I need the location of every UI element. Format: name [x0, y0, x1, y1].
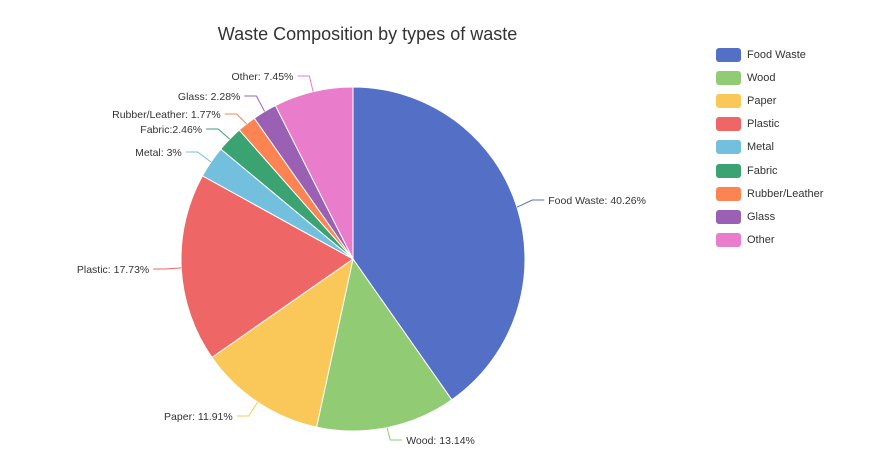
legend-label: Plastic: [747, 118, 780, 131]
legend-item-wood[interactable]: Wood: [716, 66, 823, 89]
data-label-metal: Metal: 3%: [135, 147, 182, 159]
legend-label: Glass: [747, 210, 776, 223]
leader-line-paper: [236, 401, 259, 417]
legend-swatch: [716, 186, 741, 201]
leader-line-food-waste: [516, 199, 545, 208]
legend-item-rubber-leather[interactable]: Rubber/Leather: [716, 182, 823, 205]
chart-title: Waste Composition by types of waste: [217, 24, 518, 44]
data-label-glass: Glass: 2.28%: [178, 91, 240, 103]
legend-swatch: [716, 233, 741, 248]
legend-swatch: [716, 47, 741, 62]
data-label-other: Other: 7.45%: [232, 71, 294, 83]
data-label-paper: Paper: 11.91%: [164, 411, 233, 423]
legend-swatch: [716, 163, 741, 178]
legend-swatch: [716, 70, 741, 85]
legend-swatch: [716, 209, 741, 224]
pie-slice-wood[interactable]: [315, 257, 453, 432]
data-label-rubber-leather: Rubber/Leather: 1.77%: [112, 109, 221, 121]
legend-label: Fabric: [747, 164, 778, 177]
leader-line-rubber-leather: [224, 113, 247, 125]
legend-item-food-waste[interactable]: Food Waste: [716, 43, 823, 66]
legend-item-glass[interactable]: Glass: [716, 205, 823, 228]
legend-label: Metal: [747, 141, 774, 154]
legend-item-fabric[interactable]: Fabric: [716, 159, 823, 182]
legend-label: Wood: [747, 71, 776, 84]
legend-label: Rubber/Leather: [747, 187, 824, 200]
legend-swatch: [716, 93, 741, 108]
data-label-wood: Wood: 13.14%: [406, 435, 475, 447]
legend-label: Other: [747, 234, 775, 247]
legend-swatch: [716, 140, 741, 155]
leader-line-fabric: [206, 128, 230, 140]
data-label-fabric: Fabric:2.46%: [140, 124, 202, 136]
leader-line-plastic: [153, 267, 182, 270]
data-label-food-waste: Food Waste: 40.26%: [548, 195, 646, 207]
leader-line-glass: [244, 95, 266, 112]
legend-item-paper[interactable]: Paper: [716, 89, 823, 112]
legend-item-plastic[interactable]: Plastic: [716, 113, 823, 136]
leader-line-wood: [386, 427, 403, 441]
legend-label: Food Waste: [747, 48, 806, 61]
pie-slice-food-waste[interactable]: [352, 86, 526, 401]
legend: Food Waste Wood Paper Plastic Metal Fabric Rub…: [716, 43, 823, 252]
leader-line-other: [297, 75, 314, 92]
data-label-plastic: Plastic: 17.73%: [77, 264, 149, 276]
legend-item-metal[interactable]: Metal: [716, 136, 823, 159]
legend-item-other[interactable]: Other: [716, 229, 823, 252]
legend-label: Paper: [747, 94, 777, 107]
leader-line-metal: [185, 151, 212, 163]
legend-swatch: [716, 117, 741, 132]
